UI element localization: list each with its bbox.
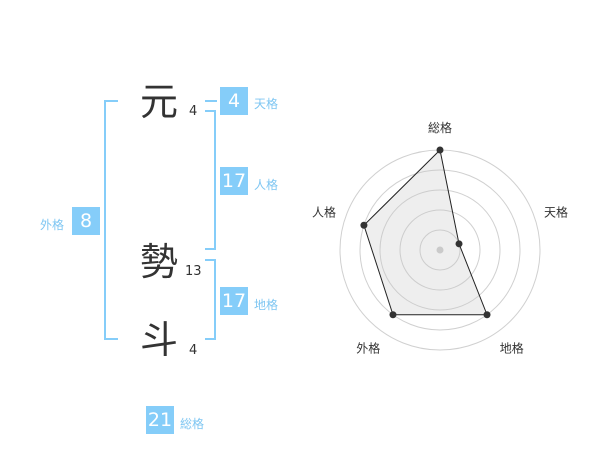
jinkaku-bracket bbox=[214, 110, 216, 250]
jinkaku-value: 17 bbox=[220, 167, 248, 195]
stroke-count-1: 4 bbox=[189, 104, 198, 119]
name-char-2: 勢 bbox=[139, 240, 178, 284]
radar-ring bbox=[399, 209, 481, 291]
jinkaku-label: 人格 bbox=[254, 178, 279, 192]
radar-axis-label: 地格 bbox=[500, 341, 524, 356]
tenkaku-bracket bbox=[205, 100, 217, 102]
bracket-tick bbox=[104, 100, 118, 102]
bracket-tick bbox=[205, 248, 216, 250]
radar-axis-label: 総格 bbox=[428, 120, 452, 135]
chikaku-bracket bbox=[214, 259, 216, 340]
radar-ring bbox=[359, 169, 521, 331]
radar-ring bbox=[419, 229, 461, 271]
gaikaku-value: 8 bbox=[72, 207, 100, 235]
chikaku-value: 17 bbox=[220, 287, 248, 315]
radar-area bbox=[363, 148, 488, 316]
bracket-tick bbox=[205, 338, 216, 340]
name-char-1: 元 bbox=[139, 80, 178, 124]
radar-ring bbox=[379, 189, 501, 311]
radar-point-天格 bbox=[455, 240, 463, 248]
radar-axis-label: 人格 bbox=[312, 204, 336, 219]
soukaku-value: 21 bbox=[146, 406, 174, 434]
tenkaku-label: 天格 bbox=[254, 97, 279, 111]
stroke-count-3: 4 bbox=[189, 343, 198, 358]
tenkaku-value: 4 bbox=[220, 87, 248, 115]
radar-point-人格 bbox=[360, 221, 368, 229]
stroke-count-2: 13 bbox=[185, 264, 202, 279]
soukaku-label: 総格 bbox=[180, 417, 205, 431]
radar-axis-label: 天格 bbox=[544, 204, 568, 219]
gaikaku-label: 外格 bbox=[40, 218, 65, 232]
bracket-tick bbox=[104, 338, 118, 340]
chikaku-label: 地格 bbox=[254, 298, 279, 312]
radar-point-地格 bbox=[483, 311, 491, 319]
gaikaku-bracket bbox=[104, 100, 106, 340]
radar-point-総格 bbox=[436, 146, 444, 154]
bracket-tick bbox=[205, 110, 216, 112]
radar-center bbox=[436, 246, 444, 254]
radar-point-外格 bbox=[389, 311, 397, 319]
name-char-3: 斗 bbox=[139, 318, 178, 362]
radar-axis-label: 外格 bbox=[356, 341, 380, 356]
bracket-tick bbox=[205, 259, 216, 261]
